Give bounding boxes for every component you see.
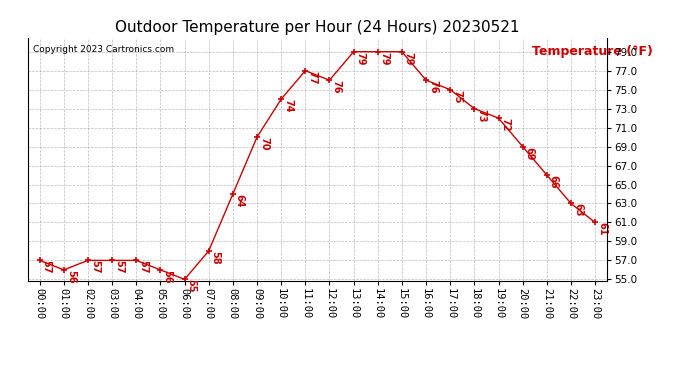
Text: 57: 57 [138, 260, 148, 274]
Text: 56: 56 [66, 270, 76, 284]
Text: 56: 56 [162, 270, 172, 284]
Text: 63: 63 [573, 204, 583, 217]
Title: Outdoor Temperature per Hour (24 Hours) 20230521: Outdoor Temperature per Hour (24 Hours) … [115, 20, 520, 35]
Text: 64: 64 [235, 194, 245, 207]
Text: Copyright 2023 Cartronics.com: Copyright 2023 Cartronics.com [33, 45, 175, 54]
Text: 57: 57 [114, 260, 124, 274]
Text: 76: 76 [331, 80, 342, 94]
Text: 61: 61 [597, 222, 607, 236]
Text: 79: 79 [404, 52, 414, 65]
Text: 72: 72 [500, 118, 511, 132]
Text: 70: 70 [259, 137, 269, 151]
Text: 57: 57 [90, 260, 100, 274]
Text: 76: 76 [428, 80, 438, 94]
Text: 58: 58 [210, 251, 221, 264]
Text: 55: 55 [186, 279, 197, 293]
Text: 79: 79 [380, 52, 390, 65]
Text: 74: 74 [283, 99, 293, 112]
Text: 79: 79 [355, 52, 366, 65]
Text: Temperature (°F): Temperature (°F) [532, 45, 653, 58]
Text: 57: 57 [41, 260, 52, 274]
Text: 69: 69 [524, 147, 535, 160]
Text: 75: 75 [452, 90, 462, 103]
Text: 73: 73 [476, 109, 486, 122]
Text: 77: 77 [307, 71, 317, 84]
Text: 66: 66 [549, 175, 559, 189]
